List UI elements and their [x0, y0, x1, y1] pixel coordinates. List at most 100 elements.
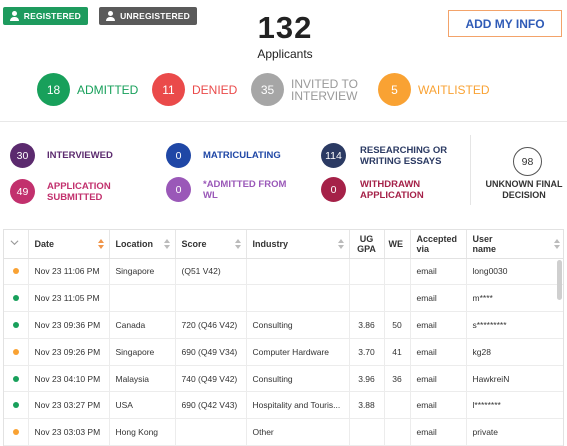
username-cell: HawkreiN: [466, 365, 563, 393]
stat-matriculating[interactable]: 0 MATRICULATING: [166, 143, 281, 168]
waitlisted-count-badge: 5: [378, 73, 411, 106]
username-column-header[interactable]: User name: [466, 230, 563, 259]
status-dot-cell: [4, 365, 29, 393]
status-invited-to-interview[interactable]: 35 INVITED TO INTERVIEW: [251, 73, 358, 106]
table-row[interactable]: Nov 23 11:06 PM Singapore (Q51 V42) email lo…: [4, 258, 563, 286]
withdrawn-label: WITHDRAWN APPLICATION: [360, 178, 424, 201]
accepted-via-cell: email: [410, 365, 467, 393]
stat-withdrawn[interactable]: 0 WITHDRAWN APPLICATION: [321, 177, 424, 202]
submitted-count-badge: 49: [10, 179, 35, 204]
gpa-cell: 3.88: [349, 391, 385, 420]
location-cell: Singapore: [109, 258, 176, 286]
table-row[interactable]: Nov 23 09:36 PM Canada 720 (Q46 V42) Consul…: [4, 311, 563, 339]
username-cell: private: [466, 418, 563, 446]
registered-filter-tag[interactable]: REGISTERED: [3, 7, 88, 25]
date-cell: Nov 23 09:36 PM: [28, 311, 110, 339]
admitted-from-wl-count-badge: 0: [166, 177, 191, 202]
score-cell: [175, 418, 247, 446]
table-row[interactable]: Nov 23 09:26 PM Singapore 690 (Q49 V34) Com…: [4, 338, 563, 366]
stat-admitted-from-wl[interactable]: 0 *ADMITTED FROM WL: [166, 177, 286, 202]
industry-cell: Consulting: [246, 311, 350, 339]
denied-count-badge: 11: [152, 73, 185, 106]
expand-column-header[interactable]: [4, 230, 29, 259]
industry-cell: [246, 284, 350, 313]
table-header-row: Date Location Score Industry UG GPA WE Ac…: [4, 230, 563, 259]
username-cell: long0030: [466, 258, 563, 286]
score-cell: 720 (Q46 V42): [175, 311, 247, 339]
gpa-cell: 3.96: [349, 365, 385, 393]
accepted-via-cell: email: [410, 391, 467, 420]
accepted-via-cell: email: [410, 311, 467, 339]
accepted-via-cell: email: [410, 284, 467, 313]
industry-column-header[interactable]: Industry: [246, 230, 350, 259]
status-dot-cell: [4, 418, 29, 446]
gpa-cell: [349, 418, 385, 446]
add-my-info-button[interactable]: ADD MY INFO: [448, 10, 562, 37]
we-cell: [384, 391, 411, 420]
we-cell: [384, 284, 411, 313]
date-cell: Nov 23 03:27 PM: [28, 391, 110, 420]
location-cell: Malaysia: [109, 365, 176, 393]
date-column-header[interactable]: Date: [28, 230, 110, 259]
matriculating-label: MATRICULATING: [203, 150, 281, 161]
industry-cell: [246, 258, 350, 286]
status-dot: [12, 402, 19, 409]
status-dot-cell: [4, 258, 29, 286]
gpa-column-header[interactable]: UG GPA: [349, 230, 385, 259]
status-dot: [12, 295, 19, 302]
we-cell: 50: [384, 311, 411, 339]
table-row[interactable]: Nov 23 03:27 PM USA 690 (Q42 V43) Hospitali…: [4, 391, 563, 420]
unregistered-filter-tag[interactable]: UNREGISTERED: [99, 7, 197, 25]
applicants-table: Date Location Score Industry UG GPA WE Ac…: [3, 229, 564, 446]
status-waitlisted[interactable]: 5 WAITLISTED: [378, 73, 490, 106]
status-dot: [12, 348, 19, 355]
industry-cell: Computer Hardware: [246, 338, 350, 366]
sort-icon: [554, 239, 560, 250]
stat-unknown-final-decision[interactable]: 98 UNKNOWN FINAL DECISION: [470, 135, 567, 205]
admitted-label: ADMITTED: [77, 82, 139, 97]
table-row[interactable]: Nov 23 04:10 PM Malaysia 740 (Q49 V42) Cons…: [4, 365, 563, 393]
username-cell: kg28: [466, 338, 563, 366]
user-icon: [9, 11, 19, 21]
invited-label: INVITED TO INTERVIEW: [291, 76, 358, 103]
sort-icon: [337, 239, 344, 250]
date-cell: Nov 23 04:10 PM: [28, 365, 110, 393]
stat-application-submitted[interactable]: 49 APPLICATION SUBMITTED: [10, 179, 111, 204]
score-column-header[interactable]: Score: [175, 230, 247, 259]
admitted-from-wl-label: *ADMITTED FROM WL: [203, 178, 287, 201]
sort-icon: [234, 239, 241, 250]
researching-count-badge: 114: [321, 143, 346, 168]
applicant-count: 132: [257, 10, 313, 45]
accepted-via-column-header[interactable]: Accepted via: [410, 230, 467, 259]
status-dot-cell: [4, 311, 29, 339]
unregistered-label: UNREGISTERED: [120, 11, 190, 21]
username-cell: l********: [466, 391, 563, 420]
user-icon: [105, 11, 115, 21]
stat-interviewed[interactable]: 30 INTERVIEWED: [10, 143, 113, 168]
table-row[interactable]: Nov 23 03:03 PM Hong Kong Other email privat…: [4, 418, 563, 446]
invited-count-badge: 35: [251, 73, 284, 106]
score-cell: 690 (Q49 V34): [175, 338, 247, 366]
date-cell: Nov 23 09:26 PM: [28, 338, 110, 366]
status-dot: [12, 321, 19, 328]
stat-researching[interactable]: 114 RESEARCHING OR WRITING ESSAYS: [321, 143, 447, 168]
we-column-header[interactable]: WE: [384, 230, 411, 259]
matriculating-count-badge: 0: [166, 143, 191, 168]
unknown-count-badge: 98: [513, 147, 542, 176]
status-admitted[interactable]: 18 ADMITTED: [37, 73, 138, 106]
table-scrollbar[interactable]: [557, 260, 562, 300]
accepted-via-cell: email: [410, 338, 467, 366]
score-cell: (Q51 V42): [175, 258, 247, 286]
we-cell: [384, 258, 411, 286]
status-denied[interactable]: 11 DENIED: [152, 73, 237, 106]
chevron-down-icon: [10, 240, 19, 246]
divider: [0, 121, 567, 122]
industry-cell: Other: [246, 418, 350, 446]
location-cell: Canada: [109, 311, 176, 339]
username-cell: m****: [466, 284, 563, 313]
table-row[interactable]: Nov 23 11:05 PM email m****: [4, 284, 563, 313]
we-cell: 41: [384, 338, 411, 366]
status-dot: [12, 429, 19, 436]
location-column-header[interactable]: Location: [109, 230, 176, 259]
we-cell: [384, 418, 411, 446]
